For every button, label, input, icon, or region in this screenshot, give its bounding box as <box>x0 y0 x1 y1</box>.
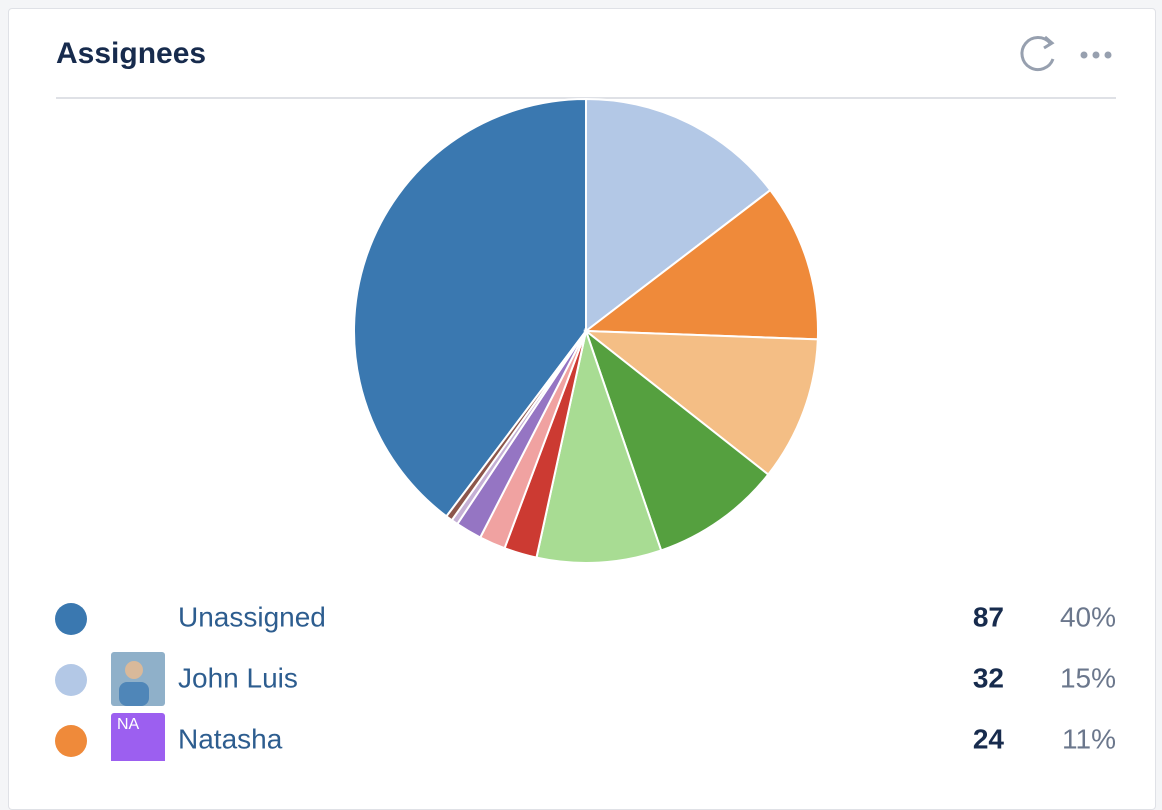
avatar <box>111 713 165 761</box>
refresh-button[interactable] <box>1020 35 1055 72</box>
pie-slice <box>445 330 587 522</box>
avatar-initials: NA <box>117 716 140 733</box>
widget: Assignees Unassigned 87 40% John Luis 32 15% N… <box>55 35 1116 761</box>
legend-count: 32 <box>973 662 1004 693</box>
avatar-figure <box>119 682 149 706</box>
pie-slice <box>535 327 663 564</box>
page: Assignees Unassigned 87 40% John Luis 32 15% N… <box>8 8 1156 810</box>
pie-slice <box>353 97 587 518</box>
legend-swatch <box>55 725 87 757</box>
pie-slice <box>583 328 770 552</box>
pie-slice <box>585 97 772 334</box>
pie-slice <box>582 329 819 476</box>
card: Assignees Unassigned 87 40% John Luis 32 15% N… <box>8 8 1156 810</box>
legend-name[interactable]: John Luis <box>178 662 298 693</box>
legend-name[interactable]: Natasha <box>178 723 283 754</box>
avatar-figure <box>125 661 143 679</box>
legend-percent: 15% <box>1060 662 1116 693</box>
legend-percent: 40% <box>1060 601 1116 632</box>
widget-title: Assignees <box>56 37 206 70</box>
pie-slice <box>583 188 819 341</box>
more-button[interactable] <box>1080 51 1112 59</box>
legend-percent: 11% <box>1062 723 1116 754</box>
legend-swatch <box>55 664 87 696</box>
legend-count: 24 <box>973 723 1005 754</box>
legend-name[interactable]: Unassigned <box>178 601 326 632</box>
legend-count: 87 <box>973 601 1004 632</box>
legend-swatch <box>55 603 87 635</box>
